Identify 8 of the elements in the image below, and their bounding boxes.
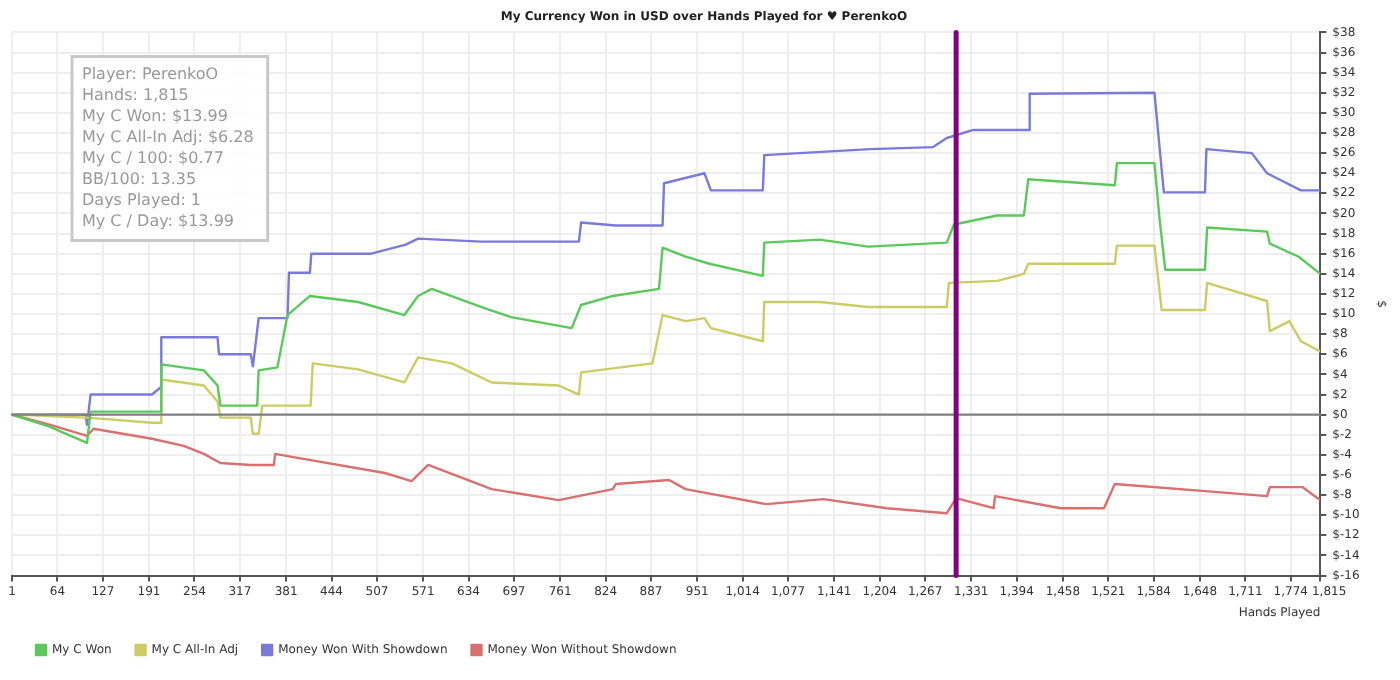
annotation: My C All-In Adj: $6.28 xyxy=(82,127,254,146)
annotation: BB/100: 13.35 xyxy=(82,169,197,188)
annotation: Hands: 1,815 xyxy=(82,85,189,104)
annotation: Player: PerenkoO xyxy=(82,64,219,83)
annotation: My C / Day: $13.99 xyxy=(82,211,234,230)
annotation: My C Won: $13.99 xyxy=(82,106,228,125)
annotation: Days Played: 1 xyxy=(82,190,202,209)
annotation: My C / 100: $0.77 xyxy=(82,148,224,167)
